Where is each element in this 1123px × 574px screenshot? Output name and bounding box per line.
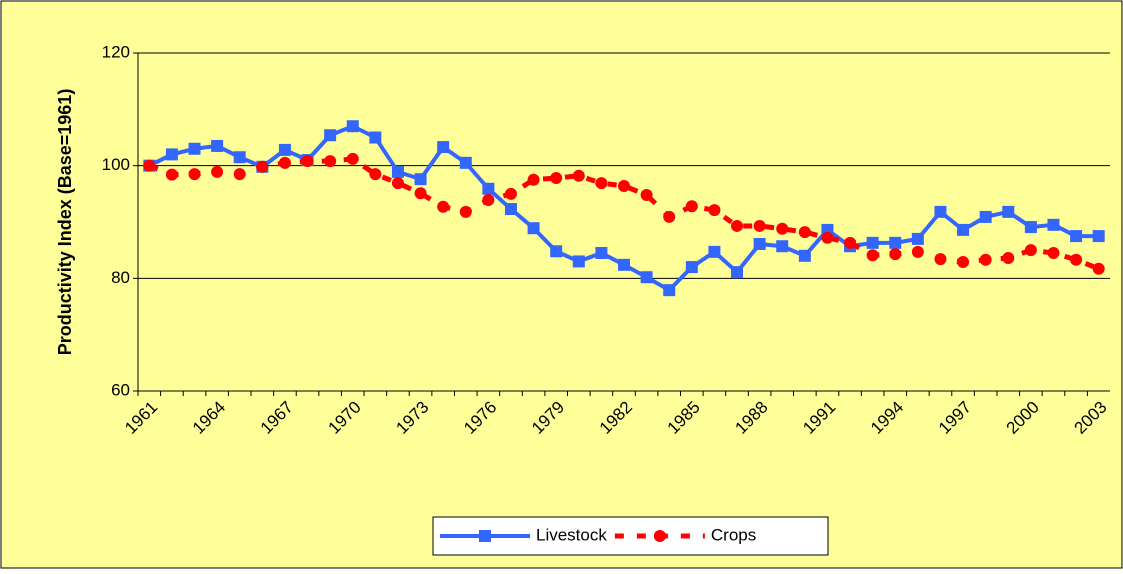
data-point xyxy=(550,245,563,258)
data-point xyxy=(414,187,427,200)
data-point xyxy=(640,188,653,201)
data-point xyxy=(391,165,404,178)
data-point xyxy=(595,246,608,259)
data-point xyxy=(1070,230,1083,243)
data-point xyxy=(369,168,382,181)
y-axis-label: Productivity Index (Base=1961) xyxy=(55,89,75,356)
data-point xyxy=(1092,230,1105,243)
data-point xyxy=(482,182,495,195)
data-point xyxy=(685,261,698,274)
data-point xyxy=(188,142,201,155)
y-tick-label: 80 xyxy=(111,268,130,287)
data-point xyxy=(957,255,970,268)
data-point xyxy=(211,165,224,178)
data-point xyxy=(1047,246,1060,259)
data-point xyxy=(753,219,766,232)
data-point xyxy=(324,155,337,168)
data-point xyxy=(346,120,359,133)
data-point xyxy=(391,177,404,190)
data-point xyxy=(459,205,472,218)
data-point xyxy=(618,258,630,271)
data-point xyxy=(301,155,314,168)
data-point xyxy=(889,248,902,261)
data-point xyxy=(1002,205,1015,218)
legend-marker xyxy=(653,530,666,542)
data-point xyxy=(188,168,201,181)
data-point xyxy=(527,173,540,186)
data-point xyxy=(482,194,495,207)
legend-label: Crops xyxy=(711,525,756,544)
data-point xyxy=(437,141,450,154)
data-point xyxy=(911,245,924,258)
data-point xyxy=(324,129,337,142)
data-point xyxy=(934,205,947,218)
data-point xyxy=(572,255,585,268)
data-point xyxy=(1024,244,1037,257)
data-point xyxy=(1002,252,1015,265)
data-point xyxy=(1070,253,1083,266)
data-point xyxy=(663,284,676,297)
data-point xyxy=(278,143,291,156)
data-point xyxy=(346,152,359,165)
data-point xyxy=(776,240,789,253)
data-point xyxy=(233,151,246,164)
data-point xyxy=(731,219,744,232)
data-point xyxy=(889,236,902,249)
data-point xyxy=(459,156,472,169)
data-point xyxy=(1047,218,1060,231)
legend-marker xyxy=(479,530,491,542)
y-tick-label: 120 xyxy=(102,42,130,61)
data-point xyxy=(844,236,857,249)
data-point xyxy=(731,266,744,279)
data-point xyxy=(437,200,450,213)
data-point xyxy=(708,245,721,258)
data-point xyxy=(165,168,178,181)
legend: Livestock Crops xyxy=(432,516,829,556)
data-point xyxy=(550,172,563,185)
data-point xyxy=(414,173,427,186)
data-point xyxy=(776,222,789,235)
data-point xyxy=(1092,262,1105,275)
data-point xyxy=(572,169,585,182)
data-point xyxy=(165,148,178,161)
data-point xyxy=(663,210,676,223)
data-point xyxy=(256,160,269,173)
legend-label: Livestock xyxy=(536,525,607,544)
data-point xyxy=(934,253,947,266)
data-point xyxy=(1024,221,1037,234)
data-point xyxy=(979,253,992,266)
data-point xyxy=(504,203,517,216)
data-point xyxy=(708,204,721,217)
data-point xyxy=(866,236,879,249)
y-tick-label: 100 xyxy=(102,155,130,174)
data-point xyxy=(798,249,811,262)
data-point xyxy=(504,187,517,200)
data-point xyxy=(527,222,540,235)
data-point xyxy=(957,223,970,236)
data-point xyxy=(798,226,811,239)
data-point xyxy=(278,156,291,169)
data-point xyxy=(143,159,156,172)
data-point xyxy=(866,249,879,262)
data-point xyxy=(618,179,630,192)
data-point xyxy=(211,139,224,152)
data-point xyxy=(979,210,992,223)
data-point xyxy=(640,271,653,284)
y-tick-label: 60 xyxy=(111,380,130,399)
data-point xyxy=(233,168,246,181)
data-point xyxy=(369,131,382,144)
data-point xyxy=(685,200,698,213)
data-point xyxy=(753,237,766,250)
data-point xyxy=(911,232,924,245)
plot-background xyxy=(138,53,1110,391)
data-point xyxy=(821,231,834,244)
data-point xyxy=(595,177,608,190)
